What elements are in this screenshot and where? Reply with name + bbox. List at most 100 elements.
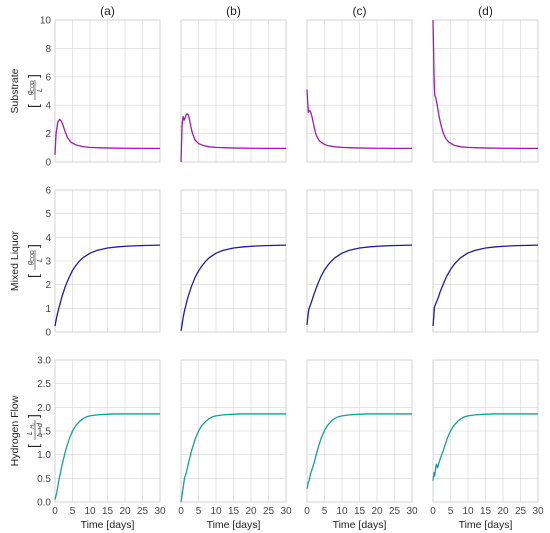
x-axis-label: Time [days]	[333, 519, 387, 531]
row-ylabel: Hydrogen Flow	[9, 395, 21, 466]
y-tick-label: 0	[45, 158, 51, 169]
series-line	[180, 113, 286, 163]
subplot	[180, 189, 287, 333]
y-tick-label: 6	[45, 186, 51, 197]
subplot: 0 2 4 6 8 10	[40, 16, 161, 169]
y-tick-label: 0.5	[37, 474, 51, 485]
y-tick-label: 2.5	[37, 379, 51, 390]
x-tick-label: 5	[448, 506, 454, 517]
y-tick-label: 1.0	[37, 450, 51, 461]
x-axis-label: Time [days]	[81, 519, 135, 531]
x-tick-label: 5	[196, 506, 202, 517]
row-ylabel-group: Hydrogen Flow	[9, 395, 21, 466]
y-tick-label: 2	[45, 129, 51, 140]
unit-denominator: L	[37, 258, 44, 262]
x-tick-label: 10	[84, 506, 96, 517]
unit-denominator: L · d	[37, 422, 44, 437]
series-line	[180, 413, 286, 503]
subplot: 0 5 10 15 20 25 30 Time [days]	[178, 359, 292, 531]
y-tick-label: 8	[45, 44, 51, 55]
x-tick-label: 0	[52, 506, 58, 517]
x-tick-label: 25	[263, 506, 275, 517]
x-tick-label: 5	[70, 506, 76, 517]
series-line	[306, 413, 412, 489]
unit-numerator: L	[27, 431, 34, 435]
unit-numerator-sub: COD	[30, 250, 36, 262]
y-tick-label: 6	[45, 72, 51, 83]
x-axis-label: Time [days]	[459, 519, 513, 531]
x-tick-label: 15	[102, 506, 114, 517]
unit-numerator: g	[27, 91, 34, 95]
series-line	[54, 244, 161, 327]
series-line	[306, 244, 413, 325]
subplot	[432, 189, 539, 333]
subplot: 0 5 10 15 20 25 30 Time [days]	[430, 359, 544, 531]
x-tick-label: 20	[497, 506, 509, 517]
unit-numerator: g	[27, 261, 34, 265]
series-line	[54, 413, 160, 500]
y-tick-label: 1	[45, 304, 51, 315]
unit-denominator: L	[37, 88, 44, 92]
subplot: 0 1 2 3 4 5 6	[45, 186, 161, 339]
y-tick-label: 5	[45, 209, 51, 220]
subplot: 0 5 10 15 20 25 30 Time [days]	[304, 359, 418, 531]
y-tick-label: 3.0	[37, 356, 51, 367]
subplot	[306, 189, 413, 333]
unit-numerator-sub: H₂	[30, 423, 36, 429]
x-tick-label: 20	[119, 506, 131, 517]
x-tick-label: 30	[532, 506, 544, 517]
x-tick-label: 15	[354, 506, 366, 517]
row-ylabel-group: Substrate	[9, 68, 21, 113]
series-line	[432, 19, 538, 150]
x-tick-label: 30	[406, 506, 418, 517]
row-unit-group: [] L H₂ L · d	[25, 414, 44, 448]
y-tick-label: 2.0	[37, 403, 51, 414]
row-ylabel: Mixed Liquor	[9, 230, 21, 291]
subplot	[306, 19, 413, 163]
x-tick-label: 0	[178, 506, 184, 517]
series-line	[180, 244, 287, 331]
subplot	[180, 19, 287, 163]
x-tick-label: 15	[228, 506, 240, 517]
bracket-right: ]	[25, 244, 41, 248]
column-title: (d)	[478, 4, 493, 18]
series-line	[306, 89, 412, 150]
column-title: (c)	[353, 4, 367, 18]
x-tick-label: 25	[137, 506, 149, 517]
series-line	[54, 118, 160, 155]
x-tick-label: 15	[480, 506, 492, 517]
series-line	[432, 413, 538, 481]
bracket-left: [	[25, 444, 41, 448]
column-title: (b)	[226, 4, 241, 18]
x-tick-label: 20	[245, 506, 257, 517]
x-tick-label: 25	[389, 506, 401, 517]
x-tick-label: 10	[462, 506, 474, 517]
bracket-left: [	[25, 104, 41, 108]
bracket-right: ]	[25, 414, 41, 418]
row-ylabel-group: Mixed Liquor	[9, 230, 21, 291]
x-axis-label: Time [days]	[207, 519, 261, 531]
y-tick-label: 1.5	[37, 427, 51, 438]
x-tick-label: 20	[371, 506, 383, 517]
y-tick-label: 4	[45, 233, 51, 244]
y-tick-label: 10	[40, 16, 52, 27]
x-tick-label: 25	[515, 506, 527, 517]
series-line	[432, 244, 539, 327]
x-tick-label: 10	[210, 506, 222, 517]
x-tick-label: 0	[304, 506, 310, 517]
x-tick-label: 30	[280, 506, 292, 517]
x-tick-label: 30	[154, 506, 166, 517]
y-tick-label: 2	[45, 280, 51, 291]
subplot: 0.0 0.5 1.0 1.5 2.0 2.5 3.0 0 5 10 15 20 25 30 Time [d…	[37, 356, 166, 532]
subplot	[432, 19, 539, 163]
bracket-right: ]	[25, 74, 41, 78]
y-tick-label: 4	[45, 101, 51, 112]
y-tick-label: 0.0	[37, 498, 51, 509]
bracket-left: [	[25, 274, 41, 278]
x-tick-label: 10	[336, 506, 348, 517]
y-tick-label: 0	[45, 328, 51, 339]
unit-numerator-sub: COD	[30, 80, 36, 92]
